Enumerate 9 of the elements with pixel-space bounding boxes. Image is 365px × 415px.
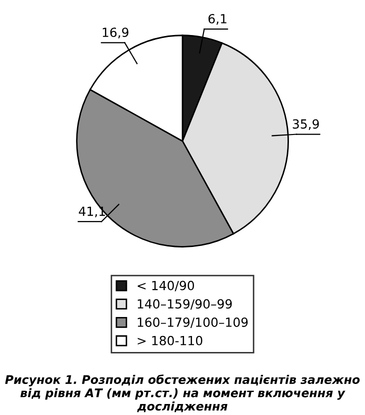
data-label: 16,9 [102,28,128,38]
data-label: 35,9 [292,119,319,130]
data-label: 6,1 [208,14,226,25]
legend-label: > 180-110 [138,336,202,346]
legend-label: 160–179/100–109 [138,318,248,328]
legend-label: 140–159/90–99 [138,299,232,310]
text: Рисунок 1. Розподіл обстежених пацієнтів залежно від рівня АТ (мм рт.ст.) на момент включення у дослідження [5,374,360,412]
legend-label: < 140/90 [138,280,194,292]
data-label: 41,1 [78,206,105,218]
